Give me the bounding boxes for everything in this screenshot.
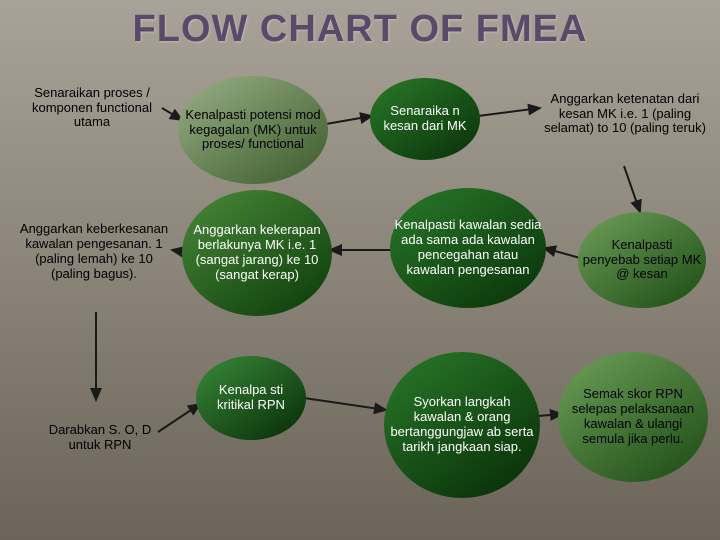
flow-node-n2: Kenalpasti potensi mod kegagalan (MK) un… [178,76,328,184]
flow-node-n6: Kenalpasti penyebab setiap MK @ kesan [578,212,706,308]
flow-node-n12: Semak skor RPN selepas pelaksanaan kawal… [558,352,708,482]
flow-node-n7: Anggarkan kekerapan berlakunya MK i.e. 1… [182,190,332,316]
flow-node-n10: Kenalpa sti kritikal RPN [196,356,306,440]
flow-node-n9: Darabkan S. O, D untuk RPN [40,398,160,478]
flow-node-n5: Kenalpasti kawalan sedia ada sama ada ka… [390,188,546,308]
page-title: FLOW CHART OF FMEA [0,0,720,51]
flow-node-n8: Anggarkan keberkesanan kawalan pengesana… [14,192,174,312]
flow-node-n4: Anggarkan ketenatan dari kesan MK i.e. 1… [540,62,710,166]
flow-node-n11: Syorkan langkah kawalan & orang bertangg… [384,352,540,498]
flow-node-n1: Senaraikan proses / komponen functional … [22,72,162,144]
flow-node-n3: Senaraika n kesan dari MK [370,78,480,160]
